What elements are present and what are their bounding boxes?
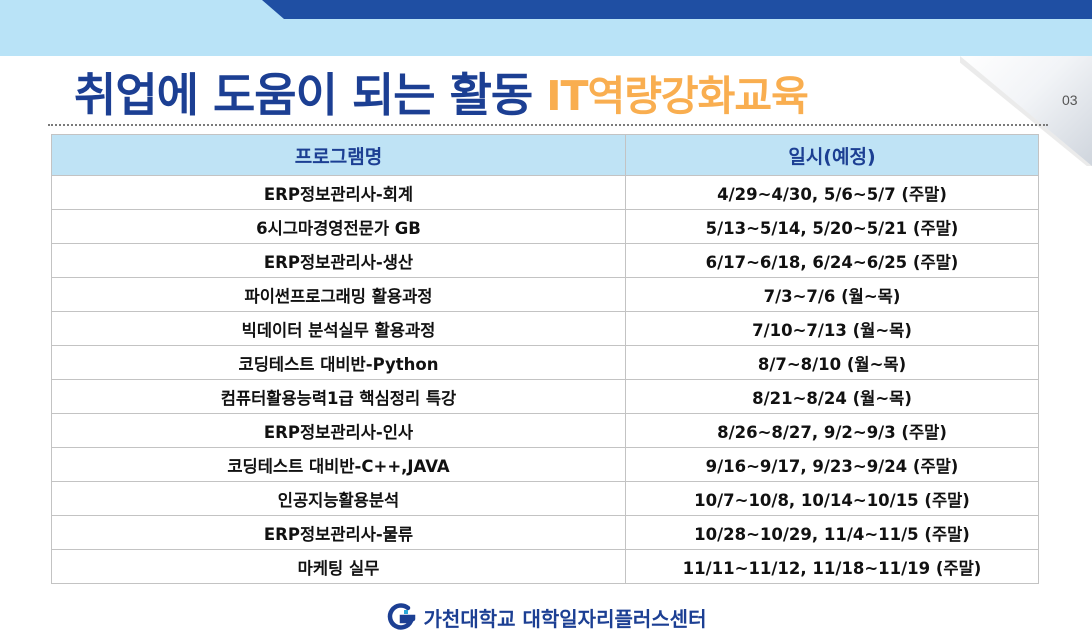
footer-text: 가천대학교 대학일자리플러스센터 xyxy=(423,606,707,631)
program-date: 9/16~9/17, 9/23~9/24 (주말) xyxy=(625,447,1039,482)
top-banner-stripe xyxy=(262,0,1092,19)
program-name: 코딩테스트 대비반-C++,JAVA xyxy=(51,447,626,482)
program-date: 5/13~5/14, 5/20~5/21 (주말) xyxy=(625,209,1039,244)
program-name: 컴퓨터활용능력1급 핵심정리 특강 xyxy=(51,379,626,414)
header-date: 일시(예정) xyxy=(625,134,1039,176)
title-main: 취업에 도움이 되는 활동 xyxy=(74,68,533,122)
table-row: 파이썬프로그래밍 활용과정 7/3~7/6 (월~목) xyxy=(51,277,1039,312)
program-name: 코딩테스트 대비반-Python xyxy=(51,345,626,380)
gachon-logo-icon xyxy=(387,603,415,630)
program-name: ERP정보관리사-생산 xyxy=(51,243,626,278)
header-program: 프로그램명 xyxy=(51,134,626,176)
title-accent: IT역량강화교육 xyxy=(546,72,809,120)
program-name: 인공지능활용분석 xyxy=(51,481,626,516)
table-row: ERP정보관리사-인사 8/26~8/27, 9/2~9/3 (주말) xyxy=(51,413,1039,448)
table-row: ERP정보관리사-생산 6/17~6/18, 6/24~6/25 (주말) xyxy=(51,243,1039,278)
program-date: 8/26~8/27, 9/2~9/3 (주말) xyxy=(625,413,1039,448)
table-row: ERP정보관리사-물류 10/28~10/29, 11/4~11/5 (주말) xyxy=(51,515,1039,550)
table-row: 마케팅 실무 11/11~11/12, 11/18~11/19 (주말) xyxy=(51,549,1039,584)
table-row: 컴퓨터활용능력1급 핵심정리 특강 8/21~8/24 (월~목) xyxy=(51,379,1039,414)
schedule-table: 프로그램명 일시(예정) ERP정보관리사-회계 4/29~4/30, 5/6~5… xyxy=(51,134,1039,584)
footer: 가천대학교 대학일자리플러스센터 xyxy=(0,599,1092,635)
program-name: ERP정보관리사-회계 xyxy=(51,175,626,210)
program-date: 8/7~8/10 (월~목) xyxy=(625,345,1039,380)
program-name: 파이썬프로그래밍 활용과정 xyxy=(51,277,626,312)
page-number: 03 xyxy=(1062,92,1078,108)
program-date: 10/28~10/29, 11/4~11/5 (주말) xyxy=(625,515,1039,550)
program-date: 6/17~6/18, 6/24~6/25 (주말) xyxy=(625,243,1039,278)
table-row: 빅데이터 분석실무 활용과정 7/10~7/13 (월~목) xyxy=(51,311,1039,346)
program-date: 8/21~8/24 (월~목) xyxy=(625,379,1039,414)
program-date: 11/11~11/12, 11/18~11/19 (주말) xyxy=(625,549,1039,584)
table-row: 인공지능활용분석 10/7~10/8, 10/14~10/15 (주말) xyxy=(51,481,1039,516)
program-date: 10/7~10/8, 10/14~10/15 (주말) xyxy=(625,481,1039,516)
program-date: 7/3~7/6 (월~목) xyxy=(625,277,1039,312)
table-row: ERP정보관리사-회계 4/29~4/30, 5/6~5/7 (주말) xyxy=(51,175,1039,210)
program-date: 4/29~4/30, 5/6~5/7 (주말) xyxy=(625,175,1039,210)
program-name: ERP정보관리사-인사 xyxy=(51,413,626,448)
table-row: 코딩테스트 대비반-C++,JAVA 9/16~9/17, 9/23~9/24 (… xyxy=(51,447,1039,482)
program-date: 7/10~7/13 (월~목) xyxy=(625,311,1039,346)
program-name: 빅데이터 분석실무 활용과정 xyxy=(51,311,626,346)
table-header-row: 프로그램명 일시(예정) xyxy=(51,134,1039,176)
title-divider xyxy=(48,124,1048,126)
table-row: 6시그마경영전문가 GB 5/13~5/14, 5/20~5/21 (주말) xyxy=(51,209,1039,244)
table-row: 코딩테스트 대비반-Python 8/7~8/10 (월~목) xyxy=(51,345,1039,380)
page-title: 취업에 도움이 되는 활동 IT역량강화교육 xyxy=(74,60,809,124)
program-name: 6시그마경영전문가 GB xyxy=(51,209,626,244)
program-name: 마케팅 실무 xyxy=(51,549,626,584)
program-name: ERP정보관리사-물류 xyxy=(51,515,626,550)
